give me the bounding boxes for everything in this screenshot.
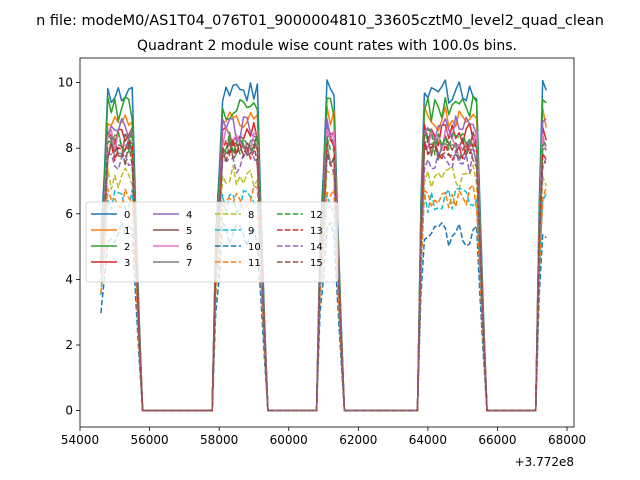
x-tick-label: 54000 [61, 433, 99, 447]
legend-entry: 10 [215, 242, 261, 253]
legend-entry: 12 [277, 210, 323, 221]
legend-label: 0 [124, 210, 130, 221]
legend-label: 10 [248, 242, 261, 253]
legend-label: 11 [248, 258, 261, 269]
y-tick-label: 0 [65, 404, 73, 418]
legend-label: 7 [186, 258, 192, 269]
legend-entry: 1 [91, 226, 130, 237]
x-tick-label: 58000 [200, 433, 238, 447]
y-tick-label: 2 [65, 338, 73, 352]
legend-entry: 0 [91, 210, 130, 221]
legend-label: 3 [124, 258, 130, 269]
legend-entry: 5 [153, 226, 192, 237]
x-tick-label: 60000 [270, 433, 308, 447]
x-tick-label: 56000 [130, 433, 168, 447]
figure-suptitle: n file: modeM0/AS1T04_076T01_9000004810_… [36, 13, 604, 29]
y-tick-label: 6 [65, 207, 73, 221]
legend-entry: 2 [91, 242, 130, 253]
y-tick-label: 10 [58, 76, 73, 90]
legend-label: 4 [186, 210, 192, 221]
legend-label: 5 [186, 226, 192, 237]
legend-entry: 4 [153, 210, 192, 221]
legend-entry: 8 [215, 210, 254, 221]
y-tick-label: 4 [65, 272, 73, 286]
legend-entry: 7 [153, 258, 192, 269]
legend-entry: 3 [91, 258, 130, 269]
x-tick-label: 68000 [548, 433, 586, 447]
legend-entry: 13 [277, 226, 323, 237]
legend-box [85, 201, 339, 283]
legend-label: 12 [310, 210, 323, 221]
legend-label: 13 [310, 226, 323, 237]
x-tick-label: 62000 [339, 433, 377, 447]
x-tick-label: 64000 [409, 433, 447, 447]
x-tick-label: 66000 [478, 433, 516, 447]
legend-label: 2 [124, 242, 130, 253]
legend-label: 6 [186, 242, 192, 253]
legend-entry: 15 [277, 258, 323, 269]
legend-entry: 9 [215, 226, 254, 237]
legend-entry: 11 [215, 258, 261, 269]
chart-title: Quadrant 2 module wise count rates with … [137, 38, 517, 54]
y-tick-label: 8 [65, 141, 73, 155]
x-axis-offset-label: +3.772e8 [515, 455, 574, 469]
plot-frame [79, 57, 575, 428]
legend-label: 1 [124, 226, 130, 237]
y-axis: 0 2 4 6 8 10 [58, 76, 80, 418]
x-axis: 54000 56000 58000 60000 62000 64000 66000 68000 [61, 427, 586, 447]
legend-label: 8 [248, 210, 254, 221]
legend-entry: 6 [153, 242, 192, 253]
legend-label: 14 [310, 242, 323, 253]
legend-label: 15 [310, 258, 323, 269]
legend-label: 9 [248, 226, 254, 237]
legend-entry: 14 [277, 242, 323, 253]
